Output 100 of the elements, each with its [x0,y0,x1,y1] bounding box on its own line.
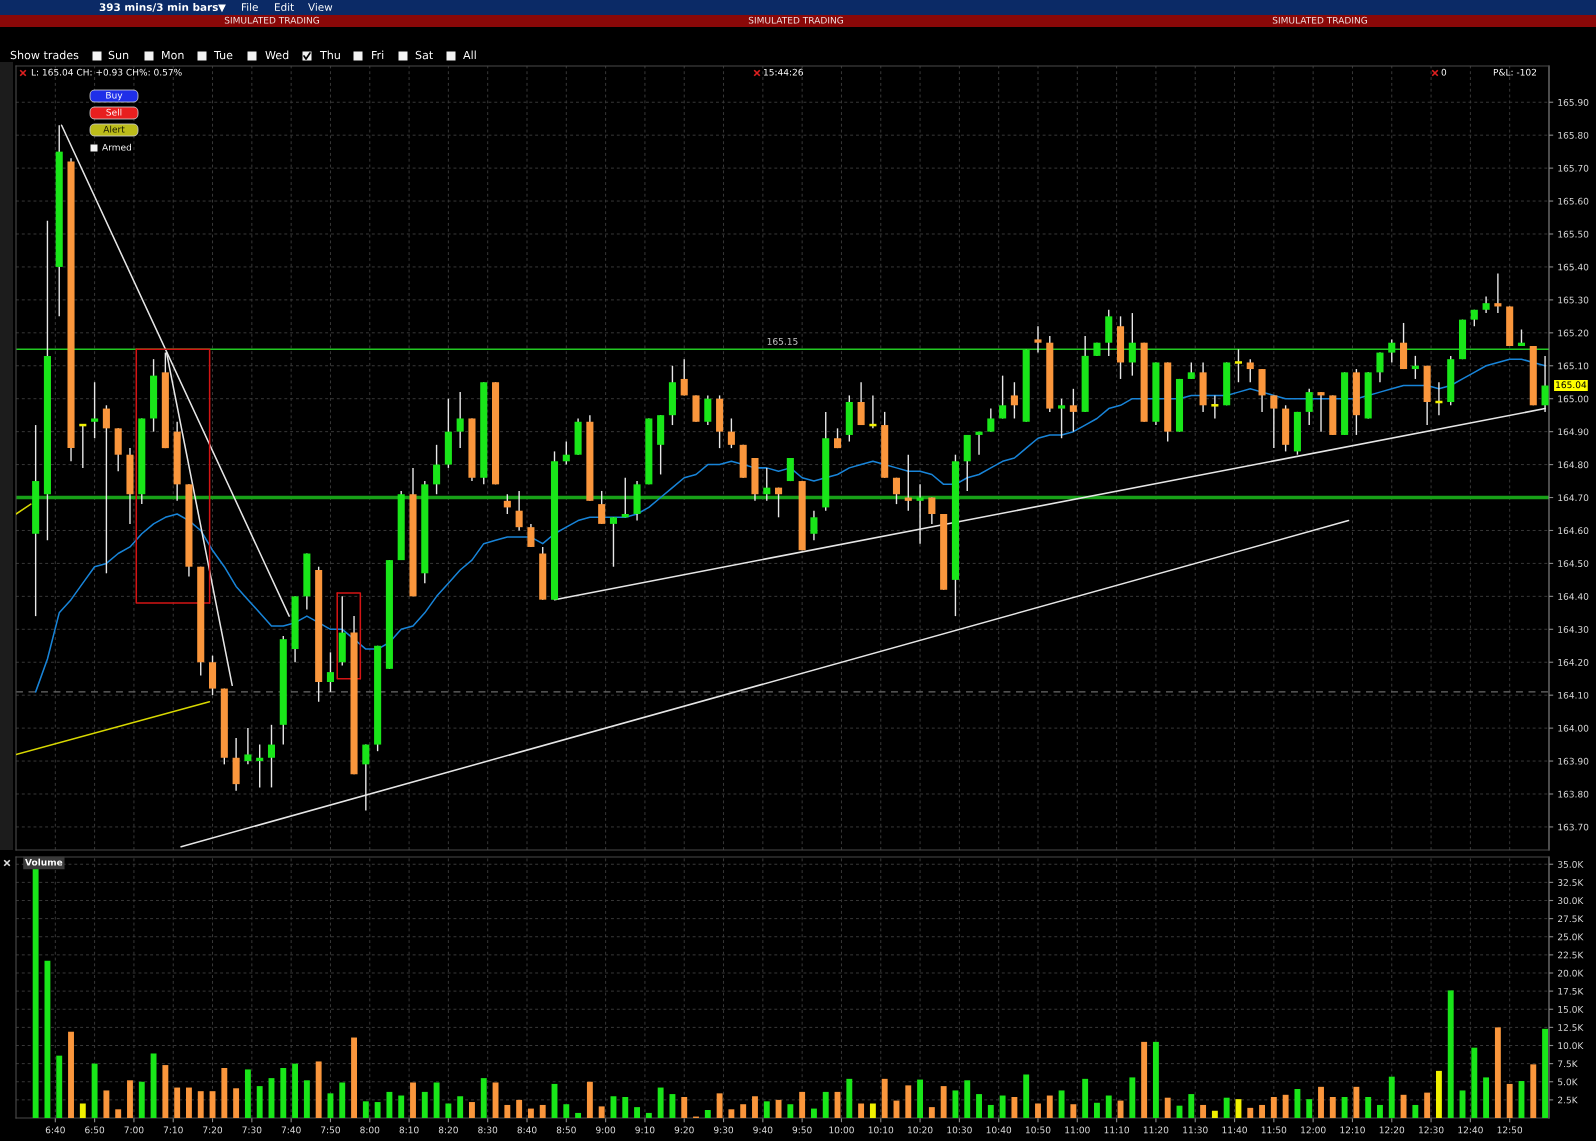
text: SIMULATED TRADING [1272,16,1368,24]
annotation: 15:44:26 [763,68,803,76]
text: Sat [415,50,433,60]
x-tick-label: 8:30 [478,1126,498,1134]
x-tick-label: 12:40 [1458,1126,1483,1134]
x-tick-label: 7:10 [163,1126,183,1134]
text: Sun [108,50,129,60]
x-tick-label: 10:00 [829,1126,854,1134]
text: Thu [319,50,340,60]
y-tick-label: 165.10 [1558,362,1589,370]
x-tick-label: 9:10 [635,1126,655,1134]
annotation: P&L: -102 [1493,68,1537,76]
chart-title: 393 mins/3 min bars [99,2,218,12]
x-tick-label: 7:20 [203,1126,223,1134]
y-tick-label: 32.5K [1558,879,1584,886]
y-tick-label: 164.50 [1558,560,1589,567]
y-tick-label: 30.0K [1558,897,1584,905]
y-tick-label: 27.5K [1557,915,1584,923]
x-tick-label: 7:40 [281,1126,301,1134]
x-tick-label: 8:20 [438,1126,458,1134]
x-tick-label: 11:30 [1183,1126,1208,1134]
x-tick-label: 11:20 [1143,1126,1169,1134]
annotation: Volume [25,858,63,866]
annotation: Buy [106,91,123,101]
x-tick-label: 7:00 [124,1126,144,1134]
y-tick-label: 20.0K [1557,969,1584,977]
text: SIMULATED TRADING [748,16,844,24]
y-tick-label: 7.5K [1558,1060,1578,1068]
y-tick-label: 164.80 [1558,461,1589,469]
text: Fri [372,50,384,60]
y-tick-label: 165.80 [1558,131,1589,139]
x-tick-label: 9:50 [792,1126,812,1134]
y-tick-label: 22.5K [1557,951,1584,959]
y-tick-label: 10.0K [1558,1042,1584,1050]
x-tick-label: 11:10 [1104,1126,1130,1134]
annotation: L: 165.04 CH: +0.93 CH%: 0.57% [31,68,182,76]
x-tick-label: 8:50 [556,1126,576,1134]
x-tick-label: 9:00 [596,1126,616,1134]
x-tick-label: 11:50 [1261,1126,1287,1134]
text: Show trades [10,50,79,60]
y-tick-label: 165.40 [1558,263,1589,271]
y-tick-label: 5.0K [1558,1078,1578,1086]
y-tick-label: 17.5K [1558,987,1584,995]
text: All [463,50,476,60]
x-tick-label: 12:00 [1301,1126,1326,1134]
x-tick-label: 9:20 [674,1126,694,1134]
y-tick-label: 165.20 [1558,329,1589,337]
text: Mon [162,50,184,60]
annotation: Sell [106,108,122,116]
text: SIMULATED TRADING [224,16,320,24]
text: File [242,2,258,12]
text: View [308,2,333,12]
y-tick-label: 165.00 [1558,395,1589,403]
x-tick-label: 7:30 [242,1126,262,1134]
y-tick-label: 163.90 [1558,757,1589,765]
x-tick-label: 12:20 [1379,1126,1405,1134]
x-tick-label: 12:30 [1419,1126,1444,1134]
y-tick-label: 12.5K [1558,1024,1584,1031]
y-tick-label: 165.90 [1558,98,1589,106]
x-tick-label: 10:50 [1025,1126,1051,1134]
text: Tue [213,50,233,60]
y-tick-label: 35.0K [1558,860,1584,868]
x-tick-label: 10:20 [908,1126,933,1134]
y-tick-label: 164.20 [1558,658,1589,666]
y-tick-label: 164.30 [1558,626,1589,633]
annotation: 0 [1441,68,1447,76]
y-tick-label: 25.0K [1557,933,1584,941]
x-tick-label: 9:40 [753,1126,773,1134]
x-tick-label: 8:10 [399,1126,419,1134]
y-tick-label: 2.5K [1557,1096,1578,1104]
y-tick-label: 165.60 [1558,197,1589,205]
x-tick-label: 11:00 [1065,1126,1090,1134]
y-tick-label: 164.00 [1558,724,1589,732]
y-tick-label: 163.80 [1558,790,1589,798]
ref-line-label: 165.15 [767,337,798,345]
y-tick-label: 164.60 [1558,527,1589,535]
y-tick-label: 165.30 [1558,296,1589,304]
y-tick-label: 15.0K [1558,1005,1584,1013]
y-tick-label: 165.50 [1558,230,1589,238]
text: Wed [265,50,289,60]
x-tick-label: 10:10 [868,1126,894,1134]
text: Edit [275,2,294,12]
x-tick-label: 11:40 [1222,1126,1247,1134]
x-tick-label: 10:30 [947,1126,972,1134]
text: 165.04 [1556,381,1587,389]
annotation: Armed [102,143,131,151]
x-tick-label: 8:00 [360,1126,380,1134]
annotation: Alert [103,125,125,133]
y-tick-label: 164.10 [1558,691,1589,699]
y-tick-label: 164.70 [1558,494,1589,502]
x-tick-label: 7:50 [321,1126,340,1134]
x-tick-label: 12:50 [1497,1126,1523,1134]
x-tick-label: 6:50 [85,1126,105,1134]
x-tick-label: 10:40 [986,1126,1012,1134]
x-tick-label: 6:40 [45,1126,65,1134]
y-tick-label: 163.70 [1558,823,1589,831]
x-tick-label: 12:10 [1340,1126,1365,1134]
x-tick-label: 8:40 [517,1126,537,1134]
y-tick-label: 165.70 [1558,164,1589,172]
x-tick-label: 9:30 [713,1126,734,1134]
